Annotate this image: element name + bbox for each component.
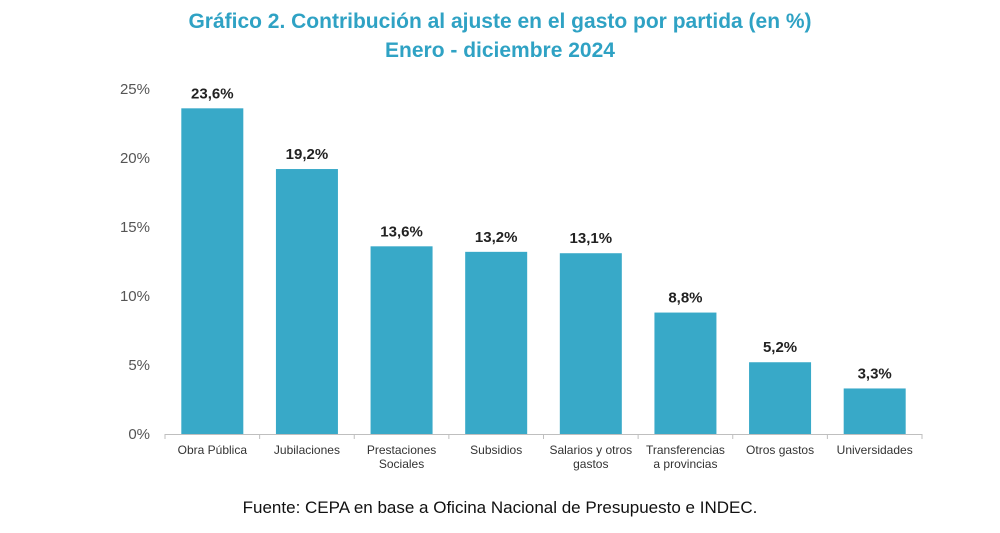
data-label: 19,2% <box>286 146 329 163</box>
x-tick-label: Universidades <box>837 443 913 457</box>
data-label: 23,6% <box>191 85 234 102</box>
bar <box>181 108 244 434</box>
y-tick-label: 10% <box>120 288 150 305</box>
x-tick-label: Salarios y otros gastos <box>549 443 632 471</box>
chart-subtitle: Enero - diciembre 2024 <box>385 39 615 62</box>
bar <box>559 253 622 434</box>
chart-title: Gráfico 2. Contribución al ajuste en el … <box>188 10 812 33</box>
x-tick-label: Transferencias a provincias <box>646 443 725 471</box>
data-label: 13,2% <box>475 229 518 246</box>
bar <box>749 362 812 434</box>
data-label: 3,3% <box>858 365 892 382</box>
data-label: 13,6% <box>380 223 423 240</box>
data-label: 5,2% <box>763 339 797 356</box>
bar <box>843 388 906 434</box>
x-tick-label: Jubilaciones <box>274 443 340 457</box>
bar-chart: 0% 5% 10% 15% 20% 25% 23,6% Obra Pública 19,2% Ju… <box>120 81 923 471</box>
y-tick-label: 15% <box>120 219 150 236</box>
y-tick-label: 25% <box>120 81 150 98</box>
bar <box>370 246 433 434</box>
x-tick-label: Obra Pública <box>178 443 248 457</box>
bar <box>275 169 338 435</box>
bar <box>654 312 717 434</box>
data-label: 8,8% <box>668 290 702 307</box>
x-tick-label: Subsidios <box>470 443 522 457</box>
bar <box>465 251 528 434</box>
x-tick-label: Otros gastos <box>746 443 814 457</box>
data-label: 13,1% <box>570 230 613 247</box>
source-note: Fuente: CEPA en base a Oficina Nacional … <box>242 498 758 517</box>
y-tick-label: 0% <box>128 426 150 443</box>
y-tick-label: 20% <box>120 150 150 167</box>
y-tick-label: 5% <box>128 357 150 374</box>
x-tick-label: Prestaciones Sociales <box>367 443 436 471</box>
